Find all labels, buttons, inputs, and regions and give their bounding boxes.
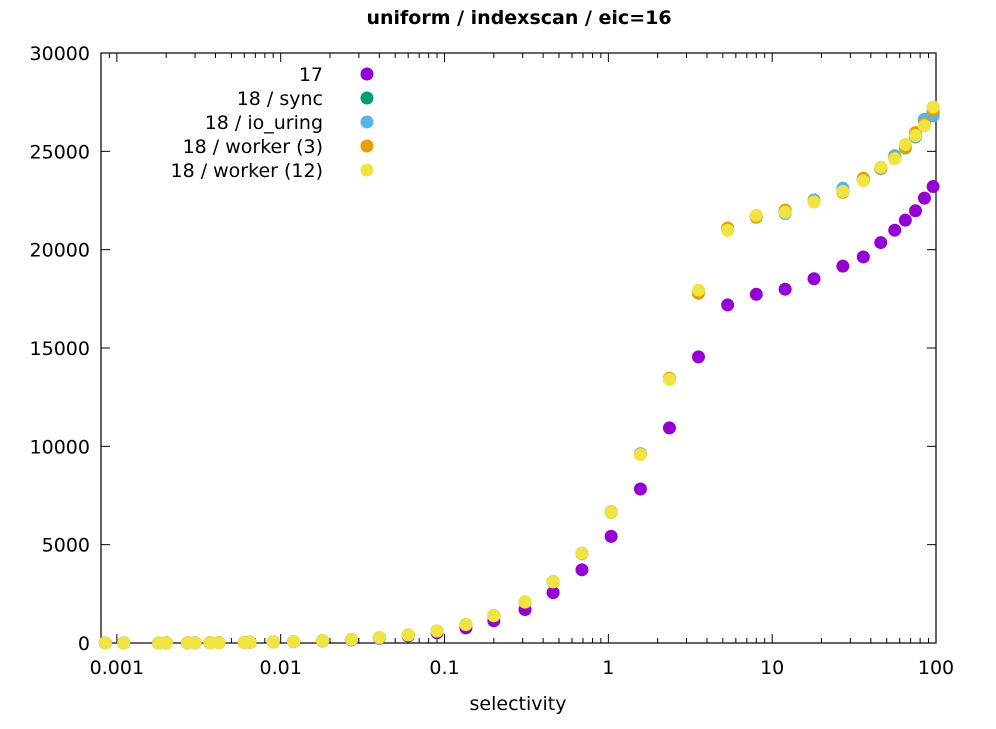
data-point — [203, 636, 217, 650]
y-tick-label: 20000 — [30, 240, 90, 262]
data-point — [836, 184, 850, 198]
data-point — [778, 205, 792, 219]
legend-label: 18 / worker (3) — [183, 136, 323, 158]
data-point — [691, 283, 705, 297]
y-tick-label: 5000 — [42, 535, 90, 557]
data-point — [874, 236, 888, 250]
data-point — [807, 195, 821, 209]
data-point — [721, 298, 735, 312]
data-point — [633, 482, 647, 496]
data-point — [721, 223, 735, 237]
x-tick-label: 100 — [918, 657, 954, 679]
y-tick-label: 25000 — [30, 141, 90, 163]
x-tick-label: 0.1 — [429, 657, 459, 679]
chart-title: uniform / indexscan / eic=16 — [366, 7, 671, 29]
data-point — [926, 180, 940, 194]
axis-ticks — [100, 52, 937, 644]
data-point — [633, 448, 647, 462]
data-point — [909, 129, 923, 143]
data-point — [287, 635, 301, 649]
data-point — [917, 119, 931, 133]
data-point — [401, 628, 415, 642]
axis-tick-labels: 0 5000 10000 15000 20000 25000 30000 0.001 0.01 0… — [30, 43, 955, 679]
y-tick-label: 30000 — [30, 43, 90, 65]
data-point — [856, 250, 870, 264]
data-point — [159, 636, 173, 650]
data-point — [243, 635, 257, 649]
data-point — [778, 282, 792, 296]
legend-label: 18 / io_uring — [205, 112, 323, 134]
series-0 — [98, 180, 940, 650]
legend-marker — [360, 163, 374, 177]
data-point — [188, 636, 202, 650]
data-point — [898, 213, 912, 227]
data-point — [691, 350, 705, 364]
data-point — [546, 575, 560, 589]
data-point — [604, 529, 618, 543]
data-point — [459, 618, 473, 632]
data-point — [546, 586, 560, 600]
data-point — [898, 137, 912, 151]
legend-marker — [360, 91, 374, 105]
legend-marker — [360, 67, 374, 81]
x-tick-label: 1 — [602, 657, 614, 679]
x-tick-label: 10 — [760, 657, 784, 679]
data-point — [98, 636, 112, 650]
data-point — [909, 204, 923, 218]
y-tick-label: 0 — [78, 633, 90, 655]
y-tick-label: 15000 — [30, 338, 90, 360]
data-point — [430, 624, 444, 638]
data-point — [575, 563, 589, 577]
data-point — [662, 421, 676, 435]
data-points — [98, 100, 940, 650]
x-tick-label: 0.001 — [90, 657, 144, 679]
data-point — [836, 259, 850, 273]
data-point — [888, 223, 902, 237]
data-point — [888, 152, 902, 166]
x-axis-label: selectivity — [470, 693, 567, 715]
data-point — [372, 631, 386, 645]
data-point — [212, 636, 226, 650]
data-point — [807, 272, 821, 286]
series-1 — [98, 105, 940, 650]
data-point — [874, 160, 888, 174]
series-3 — [98, 103, 940, 650]
legend-label: 18 / worker (12) — [170, 160, 323, 182]
data-point — [604, 505, 618, 519]
data-point — [518, 595, 532, 609]
data-point — [749, 208, 763, 222]
data-point — [117, 636, 131, 650]
y-tick-label: 10000 — [30, 436, 90, 458]
series-2 — [98, 109, 940, 650]
legend-marker — [360, 115, 374, 129]
data-point — [926, 100, 940, 114]
data-point — [316, 634, 330, 648]
data-point — [487, 609, 501, 623]
data-point — [575, 546, 589, 560]
legend-label: 17 — [299, 64, 323, 86]
data-point — [917, 191, 931, 205]
series-4 — [98, 100, 940, 650]
data-point — [662, 372, 676, 386]
legend-marker — [360, 139, 374, 153]
data-point — [749, 287, 763, 301]
data-point — [856, 174, 870, 188]
data-point — [344, 632, 358, 646]
x-tick-label: 0.01 — [260, 657, 302, 679]
data-point — [266, 635, 280, 649]
legend-label: 18 / sync — [237, 88, 323, 110]
